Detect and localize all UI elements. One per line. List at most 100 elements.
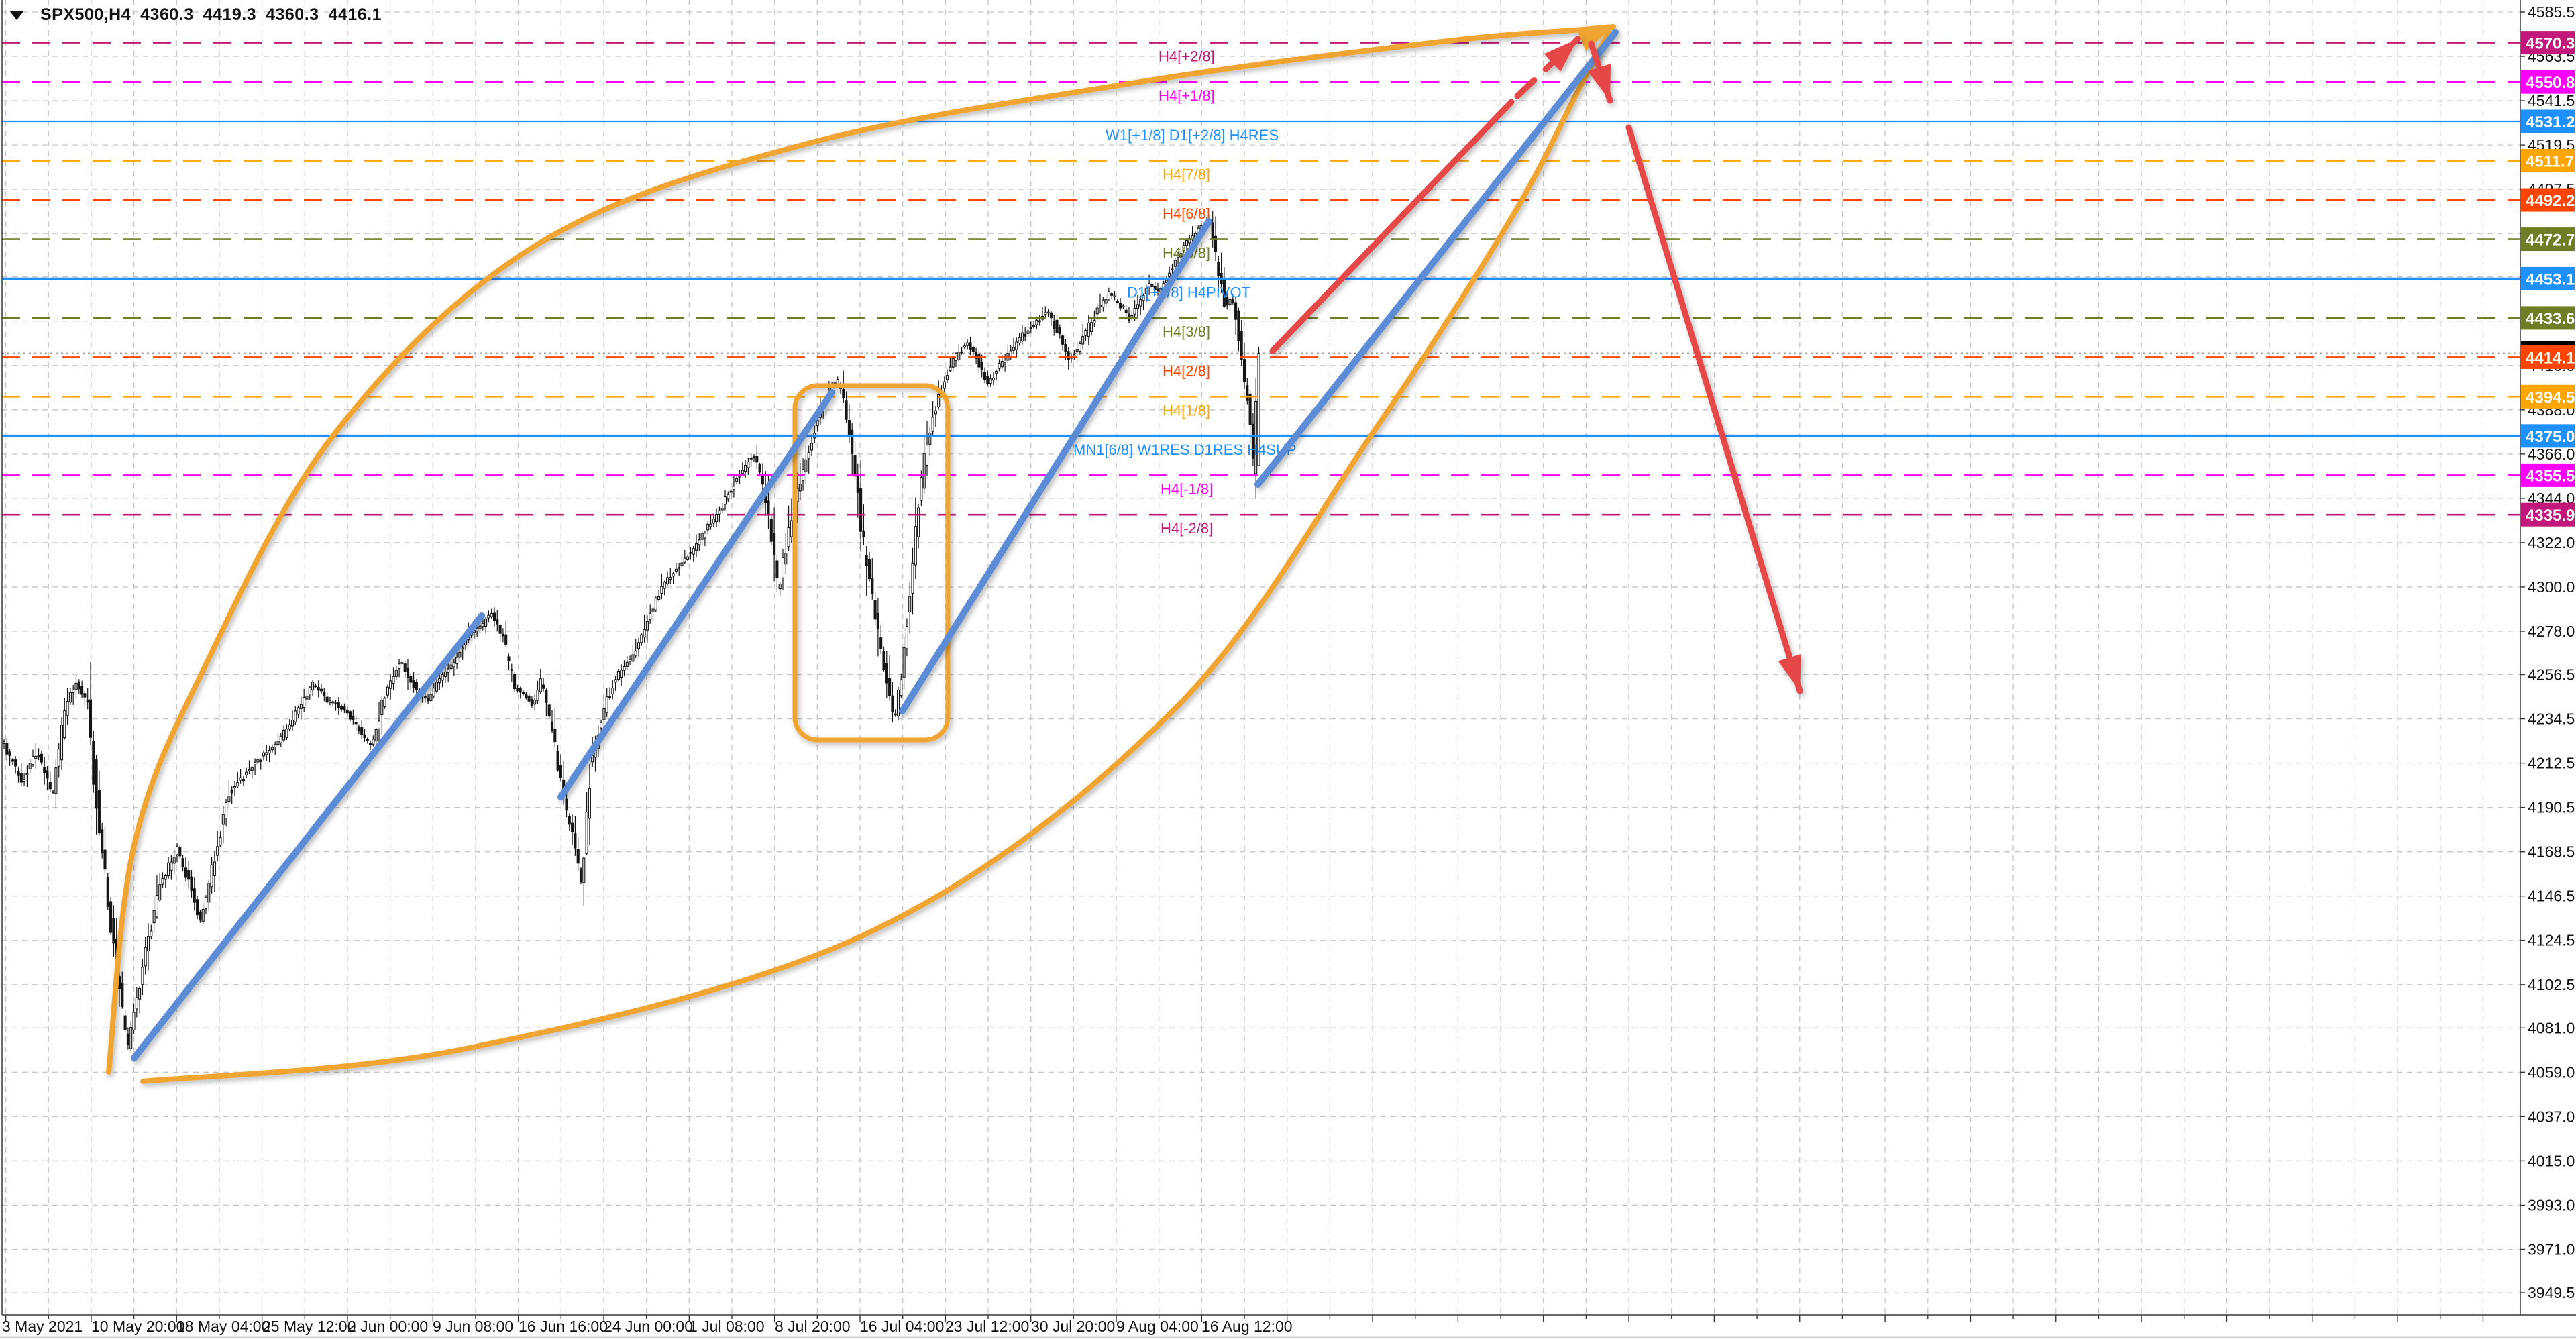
- candle-body-down: [1246, 385, 1249, 401]
- candle-body-down: [357, 726, 360, 732]
- candle-body-up: [276, 741, 280, 745]
- candle-body-down: [504, 634, 508, 645]
- price-tick-label: 4146.5: [2528, 888, 2575, 905]
- lens-top-arc[interactable]: [106, 24, 1616, 1075]
- candle-body-down: [77, 681, 80, 690]
- candle-body-up: [219, 837, 222, 846]
- candle-body-down: [1240, 331, 1243, 360]
- time-tick-label: 3 May 2021: [2, 1318, 83, 1335]
- candle-body-up: [741, 470, 744, 474]
- arrow-up-dashed[interactable]: [1514, 36, 1581, 99]
- consolidation-box[interactable]: [792, 383, 951, 743]
- candle-body-down: [867, 559, 871, 580]
- candle-body-up: [631, 654, 635, 662]
- candle-body-down: [403, 663, 407, 672]
- candle-body-down: [86, 700, 89, 703]
- level-price-tag-bg: [2521, 149, 2575, 173]
- price-axis[interactable]: 4585.54563.54541.54519.54497.54475.54454…: [2520, 3, 2575, 1301]
- candle-body-down: [521, 692, 525, 694]
- candle-body-up: [377, 720, 381, 729]
- candle-body-up: [747, 462, 750, 468]
- trendline-july[interactable]: [899, 218, 1212, 714]
- candle-body-up: [1087, 322, 1090, 337]
- candle-body-up: [686, 556, 690, 560]
- candle-body-up: [946, 375, 949, 380]
- candle-body-down: [882, 651, 885, 670]
- time-tick-label: 16 Jul 04:00: [860, 1318, 944, 1335]
- candle-body-up: [949, 366, 952, 372]
- level-label: H4[+2/8]: [1159, 48, 1215, 65]
- candle-body-down: [1067, 351, 1070, 360]
- candle-body-down: [879, 637, 883, 649]
- candle-body-down: [556, 751, 559, 771]
- candle-body-down: [513, 674, 517, 690]
- candle-body-up: [210, 864, 213, 888]
- level-price-tag-text: 4414.1: [2526, 349, 2575, 367]
- candle-body-up: [1020, 332, 1024, 341]
- candle-body-down: [525, 694, 528, 698]
- candle-body-up: [536, 690, 539, 701]
- candle-body-up: [74, 682, 78, 690]
- candle-body-down: [360, 727, 364, 735]
- candle-body-up: [669, 576, 672, 580]
- price-tick-label: 4585.5: [2528, 3, 2575, 21]
- trendline-may[interactable]: [131, 612, 485, 1061]
- arrow-down-long[interactable]: [1625, 124, 1803, 694]
- candle-body-up: [660, 586, 663, 594]
- candle-body-up: [461, 647, 464, 649]
- candle-body-up: [645, 621, 649, 631]
- arrow-up-solid[interactable]: [1269, 99, 1515, 354]
- candle-body-down: [885, 663, 888, 684]
- candle-body-down: [545, 690, 548, 703]
- candle-body-down: [363, 734, 366, 738]
- price-tick-label: 3949.5: [2528, 1284, 2575, 1301]
- candle-body-down: [1248, 393, 1252, 425]
- candle-body-up: [129, 1027, 133, 1049]
- candle-body-down: [507, 656, 511, 661]
- price-tick-label: 3971.0: [2528, 1240, 2575, 1258]
- candle-body-up: [778, 583, 782, 590]
- candle-body-down: [187, 869, 191, 880]
- murrey-levels: H4[+2/8] H4[+1/8] W1[+1/8] D1[+2/8] H4RES H…: [2, 42, 2520, 537]
- candle-body-up: [172, 857, 176, 864]
- candle-body-up: [458, 651, 462, 658]
- candle-body-down: [409, 676, 413, 683]
- candle-body-down: [8, 751, 11, 756]
- trendline-june[interactable]: [557, 389, 835, 800]
- level-label: H4[2/8]: [1163, 362, 1210, 379]
- time-tick-label: 9 Jun 08:00: [433, 1318, 513, 1335]
- lens-bottom-arc[interactable]: [140, 30, 1611, 1084]
- candle-body-down: [178, 847, 182, 857]
- lens-curves[interactable]: [106, 15, 1618, 1084]
- candle-body-up: [744, 464, 747, 472]
- price-tick-label: 4366.0: [2528, 445, 2575, 463]
- price-tick-label: 4322.0: [2528, 534, 2575, 551]
- candle-body-up: [487, 614, 490, 619]
- candle-body-up: [152, 910, 156, 924]
- candle-body-up: [616, 670, 620, 680]
- candle-body-up: [141, 967, 144, 985]
- ohlc-open: 4360.3: [140, 5, 194, 24]
- level-price-tag-text: 4433.6: [2526, 310, 2575, 328]
- trendline-projection[interactable]: [1254, 29, 1619, 488]
- candle-body-up: [588, 788, 591, 819]
- candle-body-up: [250, 767, 254, 771]
- candle-body-up: [132, 1012, 136, 1030]
- candle-body-up: [392, 676, 395, 684]
- candle-body-down: [842, 389, 845, 398]
- candle-body-up: [922, 453, 926, 489]
- candle-body-down: [862, 530, 865, 537]
- candle-body-down: [565, 798, 568, 811]
- symbol-dropdown-icon[interactable]: [9, 10, 24, 20]
- level-label: H4[7/8]: [1163, 166, 1210, 183]
- candle-body-up: [135, 997, 138, 1010]
- candle-body-up: [665, 577, 669, 584]
- candle-body-up: [1035, 319, 1038, 325]
- candle-body-up: [225, 802, 228, 819]
- candle-body-down: [323, 692, 326, 696]
- candle-body-up: [804, 459, 808, 472]
- level-price-tag-bg: [2521, 31, 2575, 55]
- candle-body-up: [1136, 304, 1139, 309]
